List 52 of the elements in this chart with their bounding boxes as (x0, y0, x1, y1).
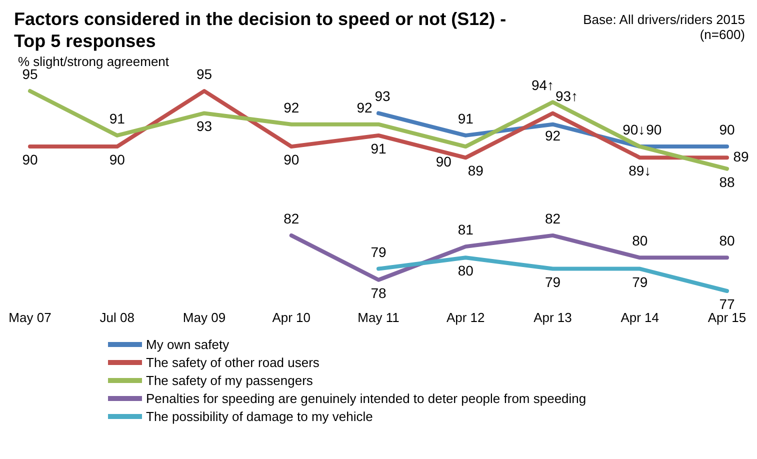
legend-label: Penalties for speeding are genuinely intended to deter people from speeding (146, 390, 586, 406)
data-label: 93 (374, 88, 390, 104)
x-tick-label: May 07 (8, 310, 52, 326)
data-label: 82 (284, 210, 300, 226)
data-label: 90 (284, 152, 300, 168)
data-label: 90 (719, 122, 735, 138)
data-label: 90 (22, 152, 38, 168)
data-label: 91 (109, 110, 126, 126)
data-label: 92 (284, 99, 300, 116)
x-tick-label: Apr 10 (272, 310, 311, 326)
data-label: 89 (468, 162, 484, 179)
data-label: 78 (370, 284, 386, 301)
data-label: 90 (109, 152, 126, 168)
x-tick-label: Jul 08 (100, 310, 134, 326)
data-label: 79 (632, 274, 648, 290)
data-label: 93 (196, 118, 212, 134)
legend-label: The safety of my passengers (146, 372, 313, 388)
data-label: 89 (733, 148, 749, 165)
x-tick-label: Apr 14 (620, 310, 660, 326)
data-label: 90 (436, 154, 452, 170)
data-label: 88 (719, 174, 735, 190)
data-label: 90 (646, 122, 662, 138)
legend-label: The possibility of damage to my vehicle (146, 408, 373, 424)
data-label: 93↑ (555, 88, 578, 104)
data-label: 79 (544, 274, 561, 290)
chart-title: Factors considered in the decision to speed or not (S12) - Top 5 responses (13, 8, 508, 52)
x-tick-label: May 11 (358, 310, 400, 326)
x-tick-label: Apr 12 (446, 310, 485, 326)
data-label: 94↑ (531, 77, 554, 94)
data-label: 80 (632, 232, 648, 249)
data-label: 92 (544, 127, 561, 144)
data-label: 92 (356, 99, 372, 116)
text: Base: All drivers/riders 2015 (583, 12, 745, 27)
data-label: 80 (458, 262, 474, 279)
data-label: 77 (719, 296, 735, 312)
data-label: 90↓ (622, 122, 646, 138)
x-tick-label: May 09 (182, 310, 226, 326)
data-label: 89↓ (628, 162, 652, 179)
data-label: 82 (544, 210, 561, 226)
legend-label: The safety of other road users (146, 354, 320, 370)
data-label: 79 (370, 244, 386, 260)
x-tick-label: Apr 15 (708, 310, 746, 326)
y-axis-title: % slight/strong agreement (18, 54, 170, 69)
x-tick-label: Apr 13 (534, 310, 572, 326)
data-label: 81 (458, 222, 474, 238)
data-label: 91 (458, 110, 474, 126)
legend-label: My own safety (146, 336, 230, 352)
data-label: 91 (370, 140, 386, 156)
text: (n=600) (698, 27, 745, 42)
data-label: 95 (22, 66, 38, 82)
data-label: 95 (196, 66, 212, 82)
data-label: 80 (719, 232, 735, 249)
